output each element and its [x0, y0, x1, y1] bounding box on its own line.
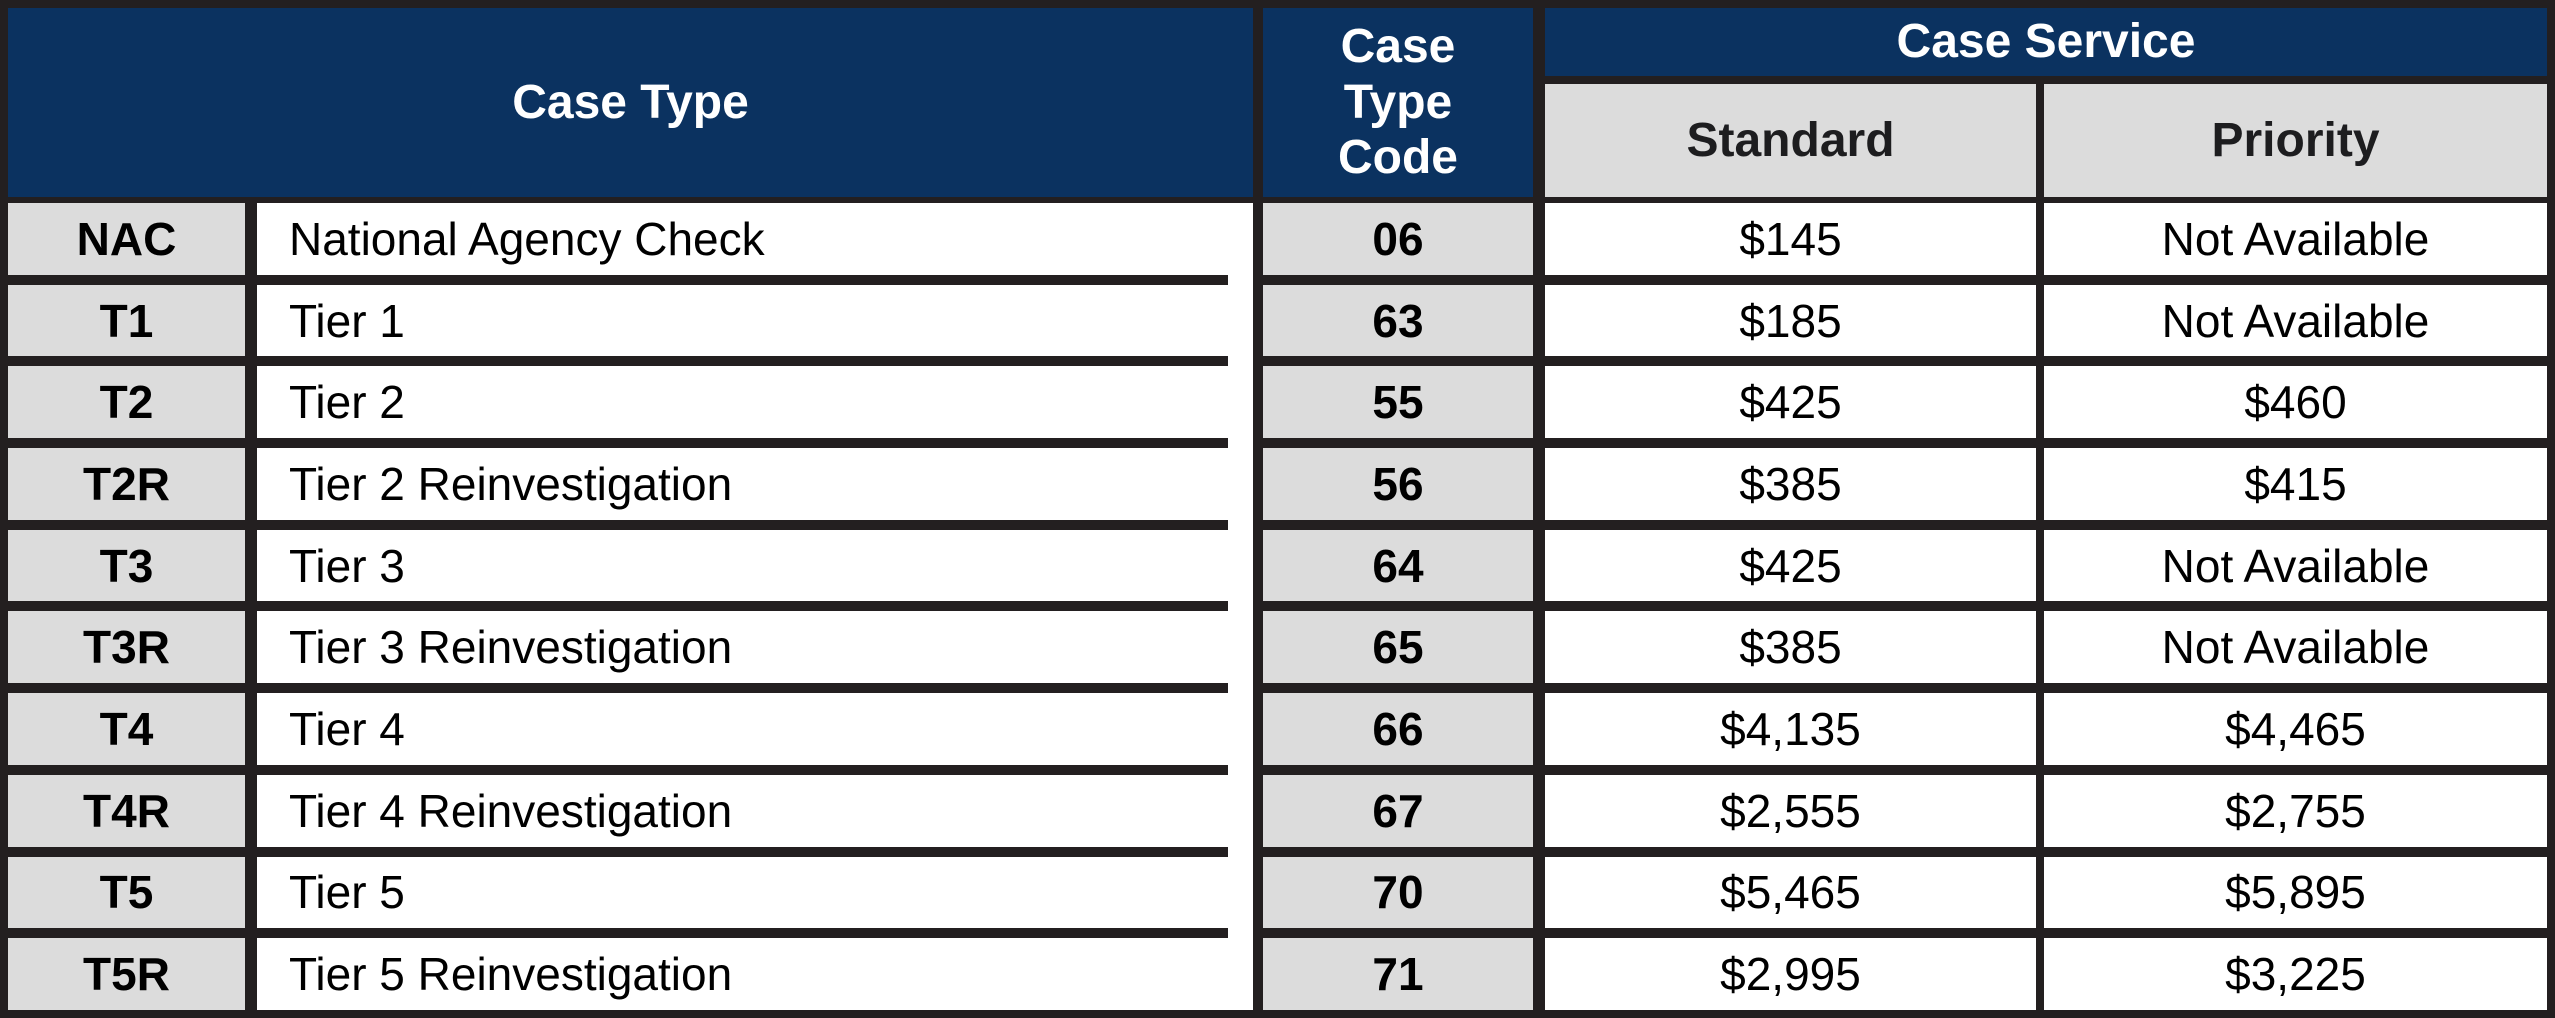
- standard-price-cell: $425: [1545, 529, 2036, 602]
- case-code-cell: 56: [1263, 448, 1533, 520]
- case-code-cell: 67: [1263, 774, 1533, 847]
- case-name-cell: Tier 3 Reinvestigation: [257, 611, 1228, 684]
- standard-price-cell: $185: [1545, 284, 2036, 357]
- case-code-cell: 64: [1263, 529, 1533, 602]
- standard-price-cell: $385: [1545, 611, 2036, 684]
- priority-price-cell: Not Available: [2044, 611, 2547, 684]
- standard-column-header: Standard: [1545, 84, 2036, 197]
- priority-price-cell: Not Available: [2044, 529, 2547, 602]
- case-abbr-cell: T2: [8, 366, 245, 439]
- priority-column-header: Priority: [2044, 84, 2547, 197]
- case-code-cell: 65: [1263, 611, 1533, 684]
- case-abbr-cell: T3: [8, 529, 245, 602]
- case-name-cell: Tier 5: [257, 856, 1228, 929]
- case-name-cell: Tier 2 Reinvestigation: [257, 448, 1228, 520]
- standard-price-cell: $2,555: [1545, 774, 2036, 847]
- case-code-cell: 70: [1263, 856, 1533, 929]
- case-abbr-cell: T4: [8, 693, 245, 765]
- priority-price-cell: $5,895: [2044, 856, 2547, 929]
- column-gap-spacer: [1228, 203, 1253, 1010]
- priority-price-cell: $415: [2044, 448, 2547, 520]
- case-name-cell: Tier 1: [257, 284, 1228, 357]
- priority-price-cell: Not Available: [2044, 284, 2547, 357]
- priority-price-cell: $4,465: [2044, 693, 2547, 765]
- standard-price-cell: $145: [1545, 203, 2036, 275]
- priority-price-cell: $2,755: [2044, 774, 2547, 847]
- case-name-cell: National Agency Check: [257, 203, 1228, 275]
- standard-price-cell: $4,135: [1545, 693, 2036, 765]
- case-type-header: Case Type: [8, 8, 1253, 197]
- case-abbr-cell: T4R: [8, 774, 245, 847]
- priority-price-cell: Not Available: [2044, 203, 2547, 275]
- case-code-cell: 63: [1263, 284, 1533, 357]
- case-name-cell: Tier 4 Reinvestigation: [257, 774, 1228, 847]
- case-name-cell: Tier 5 Reinvestigation: [257, 938, 1228, 1010]
- standard-price-cell: $425: [1545, 366, 2036, 439]
- standard-price-cell: $385: [1545, 448, 2036, 520]
- case-code-cell: 71: [1263, 938, 1533, 1010]
- case-type-code-header: Case Type Code: [1263, 8, 1533, 197]
- case-service-header: Case Service: [1545, 8, 2547, 76]
- priority-price-cell: $3,225: [2044, 938, 2547, 1010]
- case-abbr-cell: T5: [8, 856, 245, 929]
- case-code-cell: 55: [1263, 366, 1533, 439]
- priority-price-cell: $460: [2044, 366, 2547, 439]
- case-abbr-cell: T3R: [8, 611, 245, 684]
- case-abbr-cell: NAC: [8, 203, 245, 275]
- standard-price-cell: $2,995: [1545, 938, 2036, 1010]
- case-name-cell: Tier 3: [257, 529, 1228, 602]
- case-name-cell: Tier 2: [257, 366, 1228, 439]
- case-code-cell: 06: [1263, 203, 1533, 275]
- case-name-cell: Tier 4: [257, 693, 1228, 765]
- standard-price-cell: $5,465: [1545, 856, 2036, 929]
- case-abbr-cell: T2R: [8, 448, 245, 520]
- case-abbr-cell: T5R: [8, 938, 245, 1010]
- case-code-cell: 66: [1263, 693, 1533, 765]
- case-abbr-cell: T1: [8, 284, 245, 357]
